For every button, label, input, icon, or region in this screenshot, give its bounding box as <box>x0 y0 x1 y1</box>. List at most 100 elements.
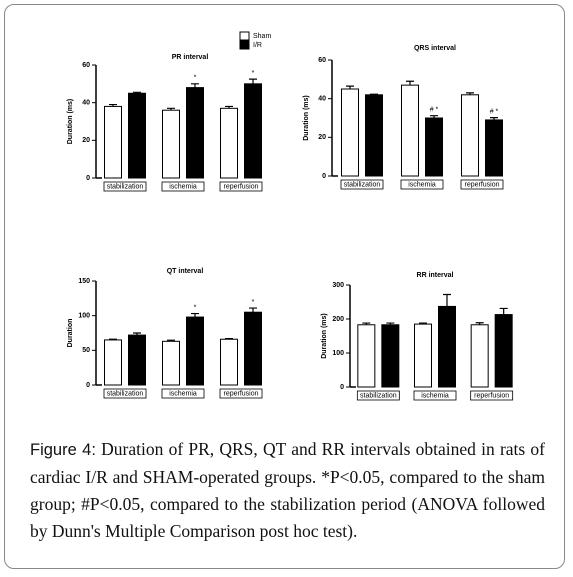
legend-label: I/R <box>253 42 262 49</box>
bar <box>438 305 456 388</box>
bar <box>104 105 122 179</box>
category-box <box>219 181 263 192</box>
error-bar <box>109 103 117 107</box>
y-tick-label: 200 <box>332 316 344 323</box>
y-tick-label: 0 <box>322 173 326 180</box>
bar <box>186 316 204 386</box>
error-bar <box>167 107 175 111</box>
caption-text: Duration of PR, QRS, QT and RR intervals… <box>30 439 546 541</box>
significance-mark: * <box>194 75 197 82</box>
error-bar <box>249 307 257 313</box>
category-box <box>356 390 400 401</box>
significance-mark: # * <box>490 108 499 115</box>
bar <box>494 314 513 388</box>
bar <box>244 83 262 179</box>
significance-mark: # * <box>430 107 439 114</box>
legend-label: Sham <box>253 33 271 40</box>
y-tick-label: 50 <box>82 347 90 354</box>
category-box <box>340 179 384 190</box>
x-tick-label: stabilization <box>360 393 397 400</box>
x-tick-label: reperfusion <box>223 184 258 191</box>
error-bar <box>167 339 175 342</box>
y-axis-label: Duration <box>67 319 74 348</box>
bar <box>470 324 489 388</box>
x-tick-label: ischemia <box>169 184 197 191</box>
error-bar <box>370 93 378 95</box>
error-bar <box>109 338 117 340</box>
bar <box>244 311 262 386</box>
error-bar <box>191 83 199 88</box>
category-box <box>161 181 205 192</box>
bar <box>401 84 419 177</box>
figure-charts: PR interval Duration (ms) 0 20 40 60 stabiliza… <box>67 31 514 401</box>
category-box <box>103 388 147 399</box>
bar <box>128 334 146 386</box>
y-axis-label: Duration (ms) <box>321 313 328 359</box>
error-bar <box>475 322 484 325</box>
x-tick-label: stabilization <box>107 391 144 398</box>
significance-mark: * <box>252 70 255 77</box>
y-tick-label: 0 <box>86 382 90 389</box>
bar <box>357 324 376 388</box>
y-tick-label: 100 <box>332 350 344 357</box>
bar <box>485 119 503 177</box>
x-tick-label: ischemia <box>169 391 197 398</box>
chart-title: QT interval <box>167 268 204 275</box>
bar <box>341 88 359 177</box>
error-bar <box>443 293 451 307</box>
category-box <box>103 181 147 192</box>
figure-frame <box>4 4 565 569</box>
error-bar <box>133 91 141 94</box>
y-tick-label: 60 <box>318 57 326 64</box>
category-box <box>161 388 205 399</box>
x-tick-label: ischemia <box>408 182 436 189</box>
bar <box>186 87 204 179</box>
x-tick-label: reperfusion <box>223 391 258 398</box>
bar <box>104 339 122 386</box>
y-tick-label: 150 <box>78 278 90 285</box>
x-tick-label: reperfusion <box>464 182 499 189</box>
chart-title: PR interval <box>172 54 209 61</box>
significance-mark: * <box>252 299 255 306</box>
error-bar <box>249 78 257 84</box>
error-bar <box>430 115 438 118</box>
y-tick-label: 0 <box>340 384 344 391</box>
caption: Figure 4: Duration of PR, QRS, QT and RR… <box>30 436 545 545</box>
error-bar <box>490 117 498 120</box>
error-bar <box>133 332 141 336</box>
chart-title: QRS interval <box>414 45 456 52</box>
bar <box>425 117 443 177</box>
y-axis-label: Duration (ms) <box>67 99 74 145</box>
y-tick-label: 40 <box>82 100 90 107</box>
error-bar <box>499 307 508 315</box>
x-tick-label: stabilization <box>344 182 381 189</box>
error-bar <box>225 337 233 340</box>
y-tick-label: 100 <box>78 313 90 320</box>
bar <box>381 324 400 388</box>
x-tick-label: stabilization <box>107 184 144 191</box>
y-tick-label: 300 <box>332 282 344 289</box>
caption-label: Figure 4: <box>30 441 96 459</box>
y-tick-label: 60 <box>82 62 90 69</box>
x-tick-label: ischemia <box>421 393 449 400</box>
category-box <box>460 179 504 190</box>
bar <box>162 109 180 179</box>
bar <box>220 338 238 386</box>
y-tick-label: 20 <box>318 134 326 141</box>
bar <box>414 323 432 388</box>
error-bar <box>225 105 233 109</box>
bar <box>365 94 383 177</box>
category-box <box>400 179 444 190</box>
y-tick-label: 0 <box>86 175 90 182</box>
error-bar <box>406 80 414 86</box>
bar <box>220 107 238 179</box>
error-bar <box>362 322 371 325</box>
bar <box>128 92 146 179</box>
bar <box>162 340 180 386</box>
error-bar <box>191 312 199 318</box>
bar <box>461 94 479 177</box>
error-bar <box>466 92 474 95</box>
legend-swatch <box>239 40 250 50</box>
y-tick-label: 40 <box>318 96 326 103</box>
